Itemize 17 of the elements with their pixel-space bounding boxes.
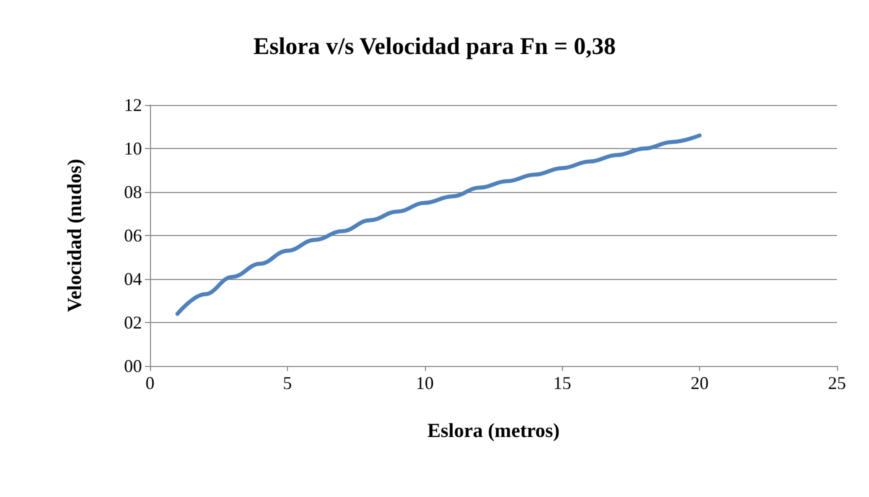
x-tick-label: 25 <box>828 373 846 393</box>
y-tick-label: 04 <box>124 269 142 289</box>
chart-title: Eslora v/s Velocidad para Fn = 0,38 <box>253 34 616 60</box>
y-tick-label: 06 <box>124 226 142 246</box>
x-tick-label: 20 <box>690 373 709 393</box>
y-tick-label: 12 <box>124 95 142 115</box>
y-tick-label: 10 <box>124 138 142 158</box>
x-tick-label: 10 <box>416 373 434 393</box>
x-tick-label: 5 <box>282 373 292 393</box>
x-tick-label: 0 <box>146 373 154 393</box>
y-tick-label: 08 <box>124 182 142 202</box>
y-tick-label: 02 <box>124 312 142 332</box>
line-series <box>175 133 702 316</box>
x-axis-title: Eslora (metros) <box>427 420 560 442</box>
y-tick-label: 00 <box>124 356 142 376</box>
x-tick-label: 15 <box>553 373 572 393</box>
y-axis-title: Velocidad (nudos) <box>64 158 86 312</box>
